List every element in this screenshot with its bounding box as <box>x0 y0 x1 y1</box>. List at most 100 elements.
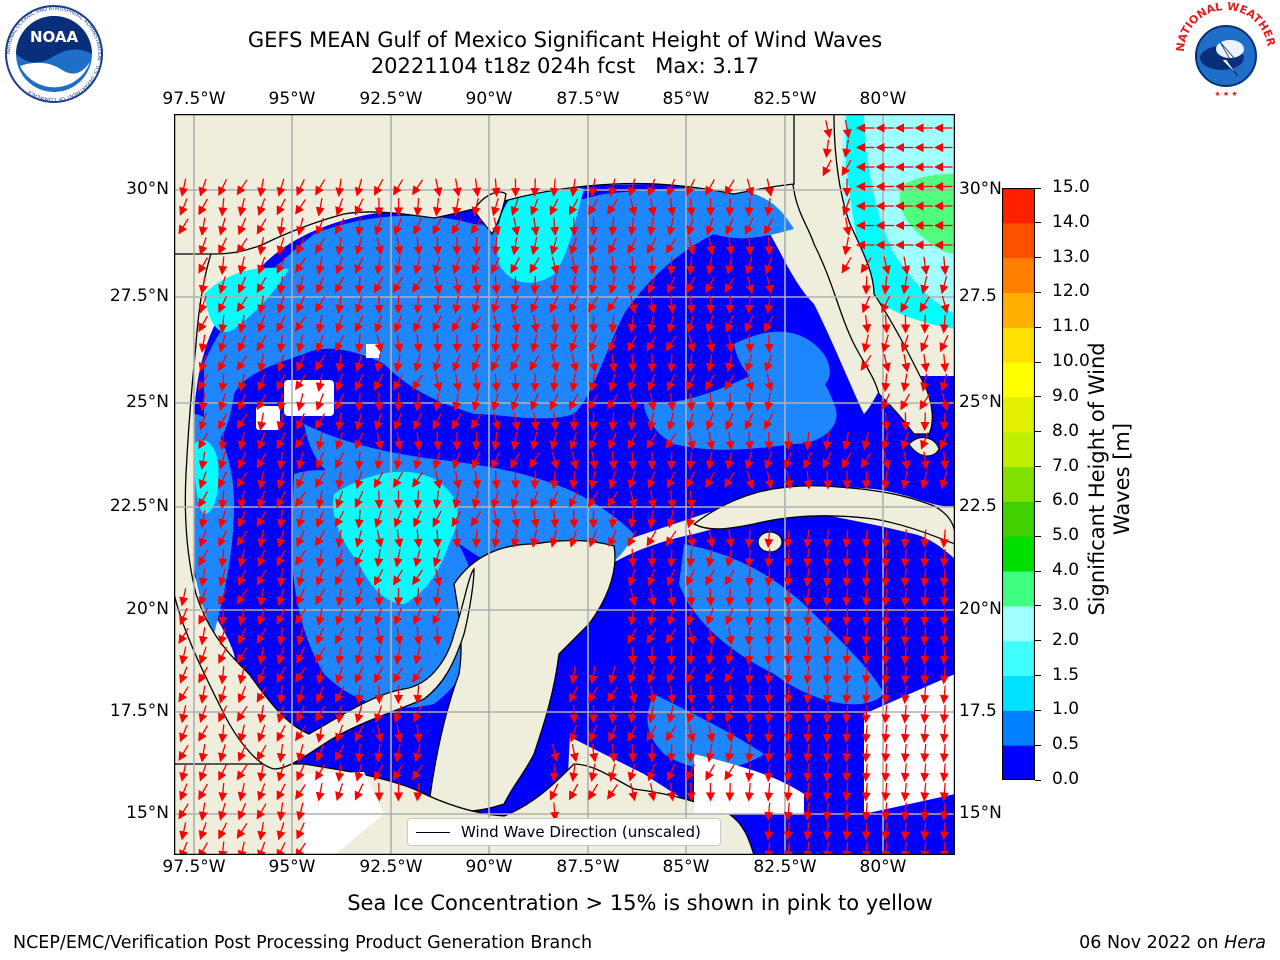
wave-direction-arrow <box>665 237 677 254</box>
wave-direction-arrow <box>334 627 345 645</box>
wave-direction-arrow <box>744 607 754 627</box>
wave-direction-arrow <box>608 178 618 197</box>
wave-direction-arrow <box>939 685 949 705</box>
lat-label-left: 17.5°N <box>109 701 169 721</box>
wave-direction-arrow <box>881 314 891 334</box>
wave-direction-arrow <box>568 296 579 313</box>
wave-direction-arrow <box>588 763 598 782</box>
wave-direction-arrow <box>861 587 871 607</box>
wave-direction-arrow <box>179 198 188 216</box>
wave-direction-arrow <box>861 295 871 314</box>
colorbar-tick-label: 1.5 <box>1052 664 1080 685</box>
wave-direction-arrow <box>236 296 248 313</box>
wave-direction-arrow <box>374 354 384 373</box>
wave-direction-arrow <box>900 626 910 646</box>
wave-direction-arrow <box>432 295 442 314</box>
wave-direction-arrow <box>706 724 716 743</box>
wave-direction-arrow <box>725 334 735 353</box>
wave-direction-arrow <box>920 373 930 392</box>
wave-direction-arrow <box>667 588 677 607</box>
wave-direction-arrow <box>686 276 696 294</box>
colorbar-segment <box>1002 745 1035 781</box>
wave-direction-arrow <box>198 354 208 373</box>
wave-direction-arrow <box>627 335 637 352</box>
wave-direction-arrow <box>568 198 579 216</box>
lon-label-bottom: 90°W <box>465 857 513 877</box>
wave-direction-arrow <box>335 354 345 373</box>
wave-direction-arrow <box>608 334 617 353</box>
lat-label-right: 17.5 <box>959 701 997 721</box>
colorbar-tick-mark <box>1035 222 1041 224</box>
wave-direction-arrow <box>549 275 559 295</box>
wave-direction-arrow <box>218 197 228 217</box>
wave-direction-arrow <box>919 296 930 313</box>
wave-direction-arrow <box>452 392 462 412</box>
wave-direction-arrow <box>529 452 540 469</box>
wave-direction-arrow <box>764 354 773 373</box>
wave-direction-arrow <box>393 510 403 528</box>
wave-direction-arrow <box>647 276 656 294</box>
wave-direction-arrow <box>744 743 754 763</box>
lat-label-right: 20°N <box>959 599 1002 619</box>
wave-direction-arrow <box>842 743 852 763</box>
wave-direction-arrow <box>394 431 404 451</box>
wave-direction-arrow <box>335 373 344 392</box>
wave-direction-arrow <box>315 373 325 392</box>
wave-direction-arrow <box>745 334 755 354</box>
wave-direction-arrow <box>939 802 949 822</box>
wave-direction-arrow <box>374 334 384 353</box>
wave-direction-arrow <box>783 568 793 588</box>
wave-direction-arrow <box>666 178 676 197</box>
wave-direction-arrow <box>295 199 307 215</box>
wave-direction-arrow <box>218 548 228 568</box>
wave-direction-arrow <box>744 763 754 783</box>
wave-direction-arrow <box>900 334 910 353</box>
wave-direction-arrow <box>822 724 832 744</box>
wave-direction-arrow <box>296 705 305 723</box>
wave-direction-arrow <box>276 178 286 197</box>
wave-direction-arrow <box>257 821 267 841</box>
wave-direction-arrow <box>628 685 638 704</box>
wave-direction-arrow <box>354 256 364 275</box>
wave-direction-arrow <box>666 256 676 276</box>
wave-direction-arrow <box>179 607 188 626</box>
wave-direction-arrow <box>627 627 637 645</box>
wave-direction-arrow <box>315 217 325 236</box>
wave-direction-arrow <box>218 256 228 276</box>
wave-direction-arrow <box>511 412 521 431</box>
wave-direction-arrow <box>783 451 793 470</box>
wave-direction-arrow <box>823 120 833 139</box>
wave-direction-arrow <box>296 471 305 489</box>
colorbar-segment <box>1002 396 1035 433</box>
wave-direction-arrow <box>588 470 598 490</box>
wave-direction-arrow <box>783 763 793 783</box>
wave-direction-arrow <box>471 295 481 314</box>
wave-direction-arrow <box>354 490 364 509</box>
wave-direction-arrow <box>374 315 383 334</box>
lat-label-left: 30°N <box>126 179 169 199</box>
wave-direction-arrow <box>198 315 208 333</box>
wave-direction-arrow <box>608 217 618 237</box>
wave-direction-arrow <box>354 432 364 450</box>
wave-direction-arrow <box>686 179 696 197</box>
wave-direction-arrow <box>276 510 286 529</box>
wave-direction-arrow <box>549 334 559 353</box>
colorbar-tick-label: 8.0 <box>1052 420 1080 441</box>
wave-direction-arrow <box>939 763 949 783</box>
wave-direction-arrow <box>296 178 305 197</box>
wave-direction-arrow <box>686 587 696 607</box>
wave-band-0p5-1 <box>204 187 794 447</box>
wave-direction-arrow <box>198 509 208 529</box>
wave-direction-arrow <box>471 334 481 354</box>
wave-direction-arrow <box>900 782 910 802</box>
colorbar-tick-mark <box>1035 187 1041 189</box>
wave-direction-arrow <box>920 548 930 568</box>
lat-label-left: 25°N <box>126 392 169 412</box>
colorbar-tick-label: 7.0 <box>1052 455 1080 476</box>
wave-direction-arrow <box>745 373 755 392</box>
wave-direction-arrow <box>763 413 774 430</box>
wave-direction-arrow <box>354 198 364 216</box>
wave-direction-arrow <box>686 315 695 334</box>
wave-direction-arrow <box>530 490 539 509</box>
wave-direction-arrow <box>939 568 949 588</box>
